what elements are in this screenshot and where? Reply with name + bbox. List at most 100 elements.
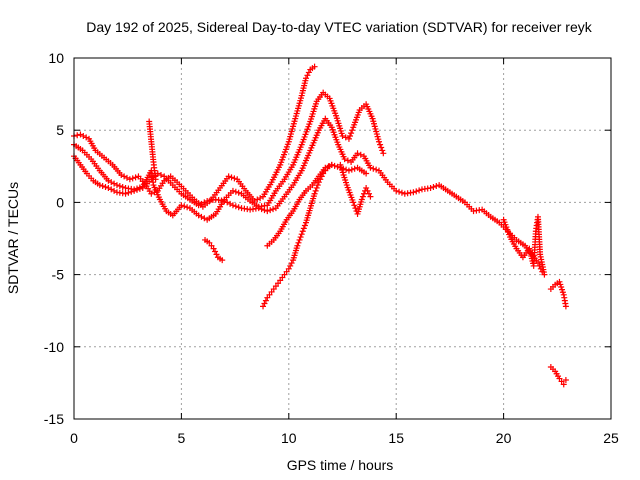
- data-point: [322, 164, 329, 171]
- data-point: [367, 164, 374, 171]
- data-point: [345, 167, 352, 174]
- data-point: [430, 183, 437, 190]
- data-point: [357, 151, 364, 158]
- data-point: [348, 130, 355, 137]
- data-point: [229, 202, 236, 209]
- data-point: [377, 141, 384, 148]
- x-axis-label: GPS time / hours: [287, 457, 394, 473]
- data-point: [128, 188, 135, 195]
- data-point: [363, 184, 370, 191]
- data-point: [378, 144, 385, 151]
- data-point: [129, 175, 136, 182]
- data-point: [126, 176, 133, 183]
- data-point: [227, 200, 234, 207]
- data-point: [304, 72, 311, 79]
- data-point: [270, 206, 277, 213]
- data-point: [119, 183, 126, 190]
- data-point: [121, 173, 128, 180]
- data-point: [313, 184, 320, 191]
- data-point: [258, 206, 265, 213]
- y-tick-label: 0: [56, 194, 64, 210]
- data-point: [235, 204, 242, 211]
- data-point: [77, 131, 84, 138]
- series-trace-c: [71, 115, 546, 275]
- data-point: [108, 179, 115, 186]
- data-point: [229, 187, 236, 194]
- data-point: [224, 199, 231, 206]
- series-trace-g: [202, 236, 226, 264]
- data-point: [235, 189, 242, 196]
- axis-ticks: 0 5 10 15 20 25 -15 -10 -5 0 5 10: [44, 50, 619, 446]
- data-point: [351, 202, 358, 209]
- data-point: [351, 165, 358, 172]
- data-point: [341, 156, 348, 163]
- y-tick-label: 5: [56, 122, 64, 138]
- data-point: [393, 187, 400, 194]
- data-point: [295, 239, 302, 246]
- data-point: [348, 166, 355, 173]
- data-point: [260, 303, 267, 310]
- data-point: [331, 162, 338, 169]
- data-point: [111, 180, 118, 187]
- series-trace-h: [146, 118, 159, 183]
- data-point: [363, 170, 370, 177]
- y-axis-label: SDTVAR / TECUs: [5, 182, 21, 294]
- data-point: [373, 166, 380, 173]
- data-point: [113, 182, 120, 189]
- data-point: [358, 196, 365, 203]
- x-tick-label: 20: [496, 430, 512, 446]
- data-point: [225, 173, 232, 180]
- data-point: [365, 190, 372, 197]
- x-tick-label: 15: [388, 430, 404, 446]
- data-point: [342, 134, 349, 141]
- data-point: [311, 190, 318, 197]
- data-marks: [71, 63, 569, 388]
- data-point: [541, 271, 548, 278]
- data-point: [294, 242, 301, 249]
- x-tick-label: 10: [281, 430, 297, 446]
- data-point: [300, 225, 307, 232]
- data-point: [328, 161, 335, 168]
- data-point: [157, 171, 164, 178]
- data-point: [560, 381, 567, 388]
- data-point: [299, 228, 306, 235]
- data-point: [311, 63, 318, 70]
- data-point: [347, 132, 354, 139]
- data-point: [339, 132, 346, 139]
- data-point: [562, 303, 569, 310]
- data-point: [344, 157, 351, 164]
- data-point: [261, 207, 268, 214]
- chart-title: Day 192 of 2025, Sidereal Day-to-day VTE…: [86, 19, 592, 35]
- series-trace-e: [264, 161, 335, 249]
- data-point: [132, 174, 139, 181]
- data-point: [111, 187, 118, 194]
- data-point: [255, 205, 262, 212]
- data-point: [396, 188, 403, 195]
- data-point: [345, 135, 352, 142]
- data-point: [350, 199, 357, 206]
- x-tick-label: 0: [70, 430, 78, 446]
- y-tick-label: 10: [48, 50, 64, 66]
- series-trace-k: [547, 364, 569, 388]
- data-point: [264, 208, 271, 215]
- data-point: [219, 257, 226, 264]
- data-point: [80, 132, 87, 139]
- series-trace-i: [500, 213, 548, 278]
- data-point: [416, 187, 423, 194]
- data-point: [367, 193, 374, 200]
- data-point: [181, 203, 188, 210]
- data-point: [413, 188, 420, 195]
- data-point: [376, 138, 383, 145]
- data-point: [370, 165, 377, 172]
- data-point: [410, 189, 417, 196]
- series-trace-f: [337, 161, 374, 217]
- data-point: [228, 174, 235, 181]
- data-point: [433, 183, 440, 190]
- data-point: [148, 190, 155, 197]
- data-point: [354, 150, 361, 157]
- x-tick-label: 25: [603, 430, 619, 446]
- y-tick-label: -10: [44, 339, 64, 355]
- data-point: [74, 132, 81, 139]
- data-point: [297, 234, 304, 241]
